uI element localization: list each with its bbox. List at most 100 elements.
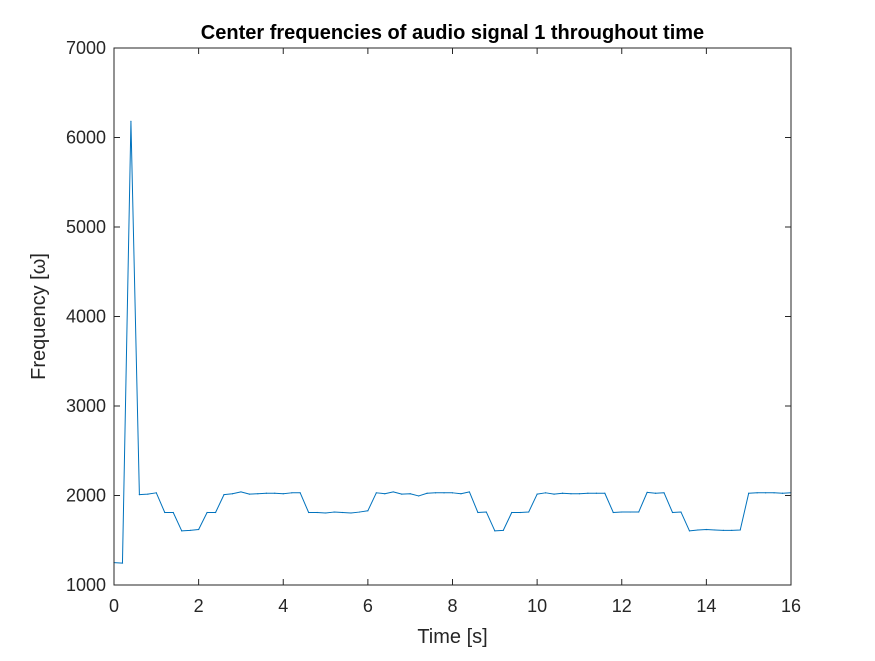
- data-point: [291, 492, 293, 494]
- data-point: [468, 491, 471, 493]
- data-point: [375, 492, 377, 494]
- data-point: [731, 529, 733, 532]
- data-point: [781, 492, 784, 494]
- data-point: [257, 493, 259, 495]
- chart-title: Center frequencies of audio signal 1 thr…: [201, 22, 704, 44]
- x-tick-label: 2: [194, 596, 204, 616]
- data-point: [544, 492, 547, 494]
- data-point: [688, 530, 691, 532]
- data-point: [299, 492, 301, 494]
- data-point: [494, 530, 496, 532]
- data-point: [172, 511, 174, 514]
- data-point: [409, 493, 411, 495]
- data-point: [214, 511, 217, 514]
- data-point: [773, 492, 775, 494]
- data-point: [722, 529, 724, 532]
- y-tick-label: 2000: [66, 486, 106, 506]
- data-point: [519, 511, 521, 514]
- x-tick-label: 14: [696, 596, 716, 616]
- y-tick-label: 6000: [66, 128, 106, 148]
- data-point: [401, 493, 403, 495]
- data-point: [697, 529, 699, 531]
- y-axis-label: Frequency [ω]: [28, 253, 50, 380]
- data-point: [282, 493, 284, 495]
- data-point: [739, 529, 741, 531]
- series-group: [113, 120, 792, 564]
- data-point: [358, 511, 361, 513]
- data-point: [121, 562, 124, 564]
- data-point: [350, 512, 352, 514]
- data-point: [324, 512, 327, 514]
- data-point: [189, 529, 191, 532]
- data-point: [485, 511, 487, 513]
- data-point: [240, 491, 242, 493]
- data-point: [536, 493, 538, 495]
- data-point: [443, 492, 445, 494]
- data-point: [138, 494, 140, 496]
- data-point: [680, 511, 682, 513]
- data-point: [612, 511, 614, 514]
- data-point: [765, 492, 767, 494]
- data-point: [638, 511, 640, 513]
- data-point: [274, 492, 276, 494]
- x-axis-ticks: 0 2 4 6 8 10 12 14 16: [109, 48, 801, 616]
- data-point: [248, 493, 250, 495]
- data-point: [155, 492, 157, 494]
- y-tick-label: 7000: [66, 38, 106, 58]
- data-point: [595, 492, 597, 494]
- data-point: [587, 492, 589, 494]
- data-point: [663, 492, 665, 494]
- y-tick-label: 4000: [66, 307, 106, 327]
- data-point: [426, 492, 428, 494]
- data-point: [392, 491, 394, 493]
- data-point: [748, 492, 750, 494]
- data-point: [206, 511, 208, 514]
- data-point: [308, 511, 310, 514]
- data-point: [629, 511, 631, 513]
- data-point: [604, 492, 606, 494]
- data-point: [316, 511, 318, 514]
- y-tick-label: 1000: [66, 575, 106, 595]
- x-tick-label: 8: [447, 596, 457, 616]
- x-tick-label: 16: [781, 596, 801, 616]
- data-point: [646, 491, 648, 493]
- data-point: [164, 511, 166, 514]
- x-tick-label: 10: [527, 596, 547, 616]
- data-point: [341, 511, 344, 514]
- data-point: [367, 510, 369, 512]
- x-tick-label: 12: [612, 596, 632, 616]
- data-point: [477, 511, 479, 514]
- data-point: [553, 493, 555, 495]
- data-point: [621, 511, 623, 513]
- data-point: [561, 492, 564, 494]
- y-tick-label: 5000: [66, 217, 106, 237]
- data-point: [671, 511, 674, 514]
- data-point: [130, 120, 132, 122]
- x-tick-label: 0: [109, 596, 119, 616]
- data-point: [231, 493, 234, 495]
- data-point: [418, 495, 420, 497]
- x-tick-label: 4: [278, 596, 288, 616]
- data-point: [451, 492, 454, 494]
- x-tick-label: 6: [363, 596, 373, 616]
- data-point: [570, 493, 572, 495]
- data-point: [181, 530, 183, 532]
- data-point: [265, 492, 267, 494]
- data-point: [578, 493, 581, 495]
- data-point: [434, 492, 437, 494]
- data-point: [528, 511, 530, 513]
- data-point: [460, 493, 462, 495]
- data-point: [511, 511, 513, 514]
- y-axis-ticks: 1000 2000 3000 4000 5000 6000 7000: [66, 38, 791, 595]
- data-point: [333, 511, 335, 513]
- data-point: [384, 493, 386, 495]
- data-point: [198, 528, 200, 531]
- data-point: [756, 492, 758, 494]
- data-point: [147, 493, 149, 495]
- y-tick-label: 3000: [66, 396, 106, 416]
- data-point: [223, 494, 225, 496]
- x-axis-label: Time [s]: [417, 626, 487, 648]
- plot-area: [114, 48, 791, 585]
